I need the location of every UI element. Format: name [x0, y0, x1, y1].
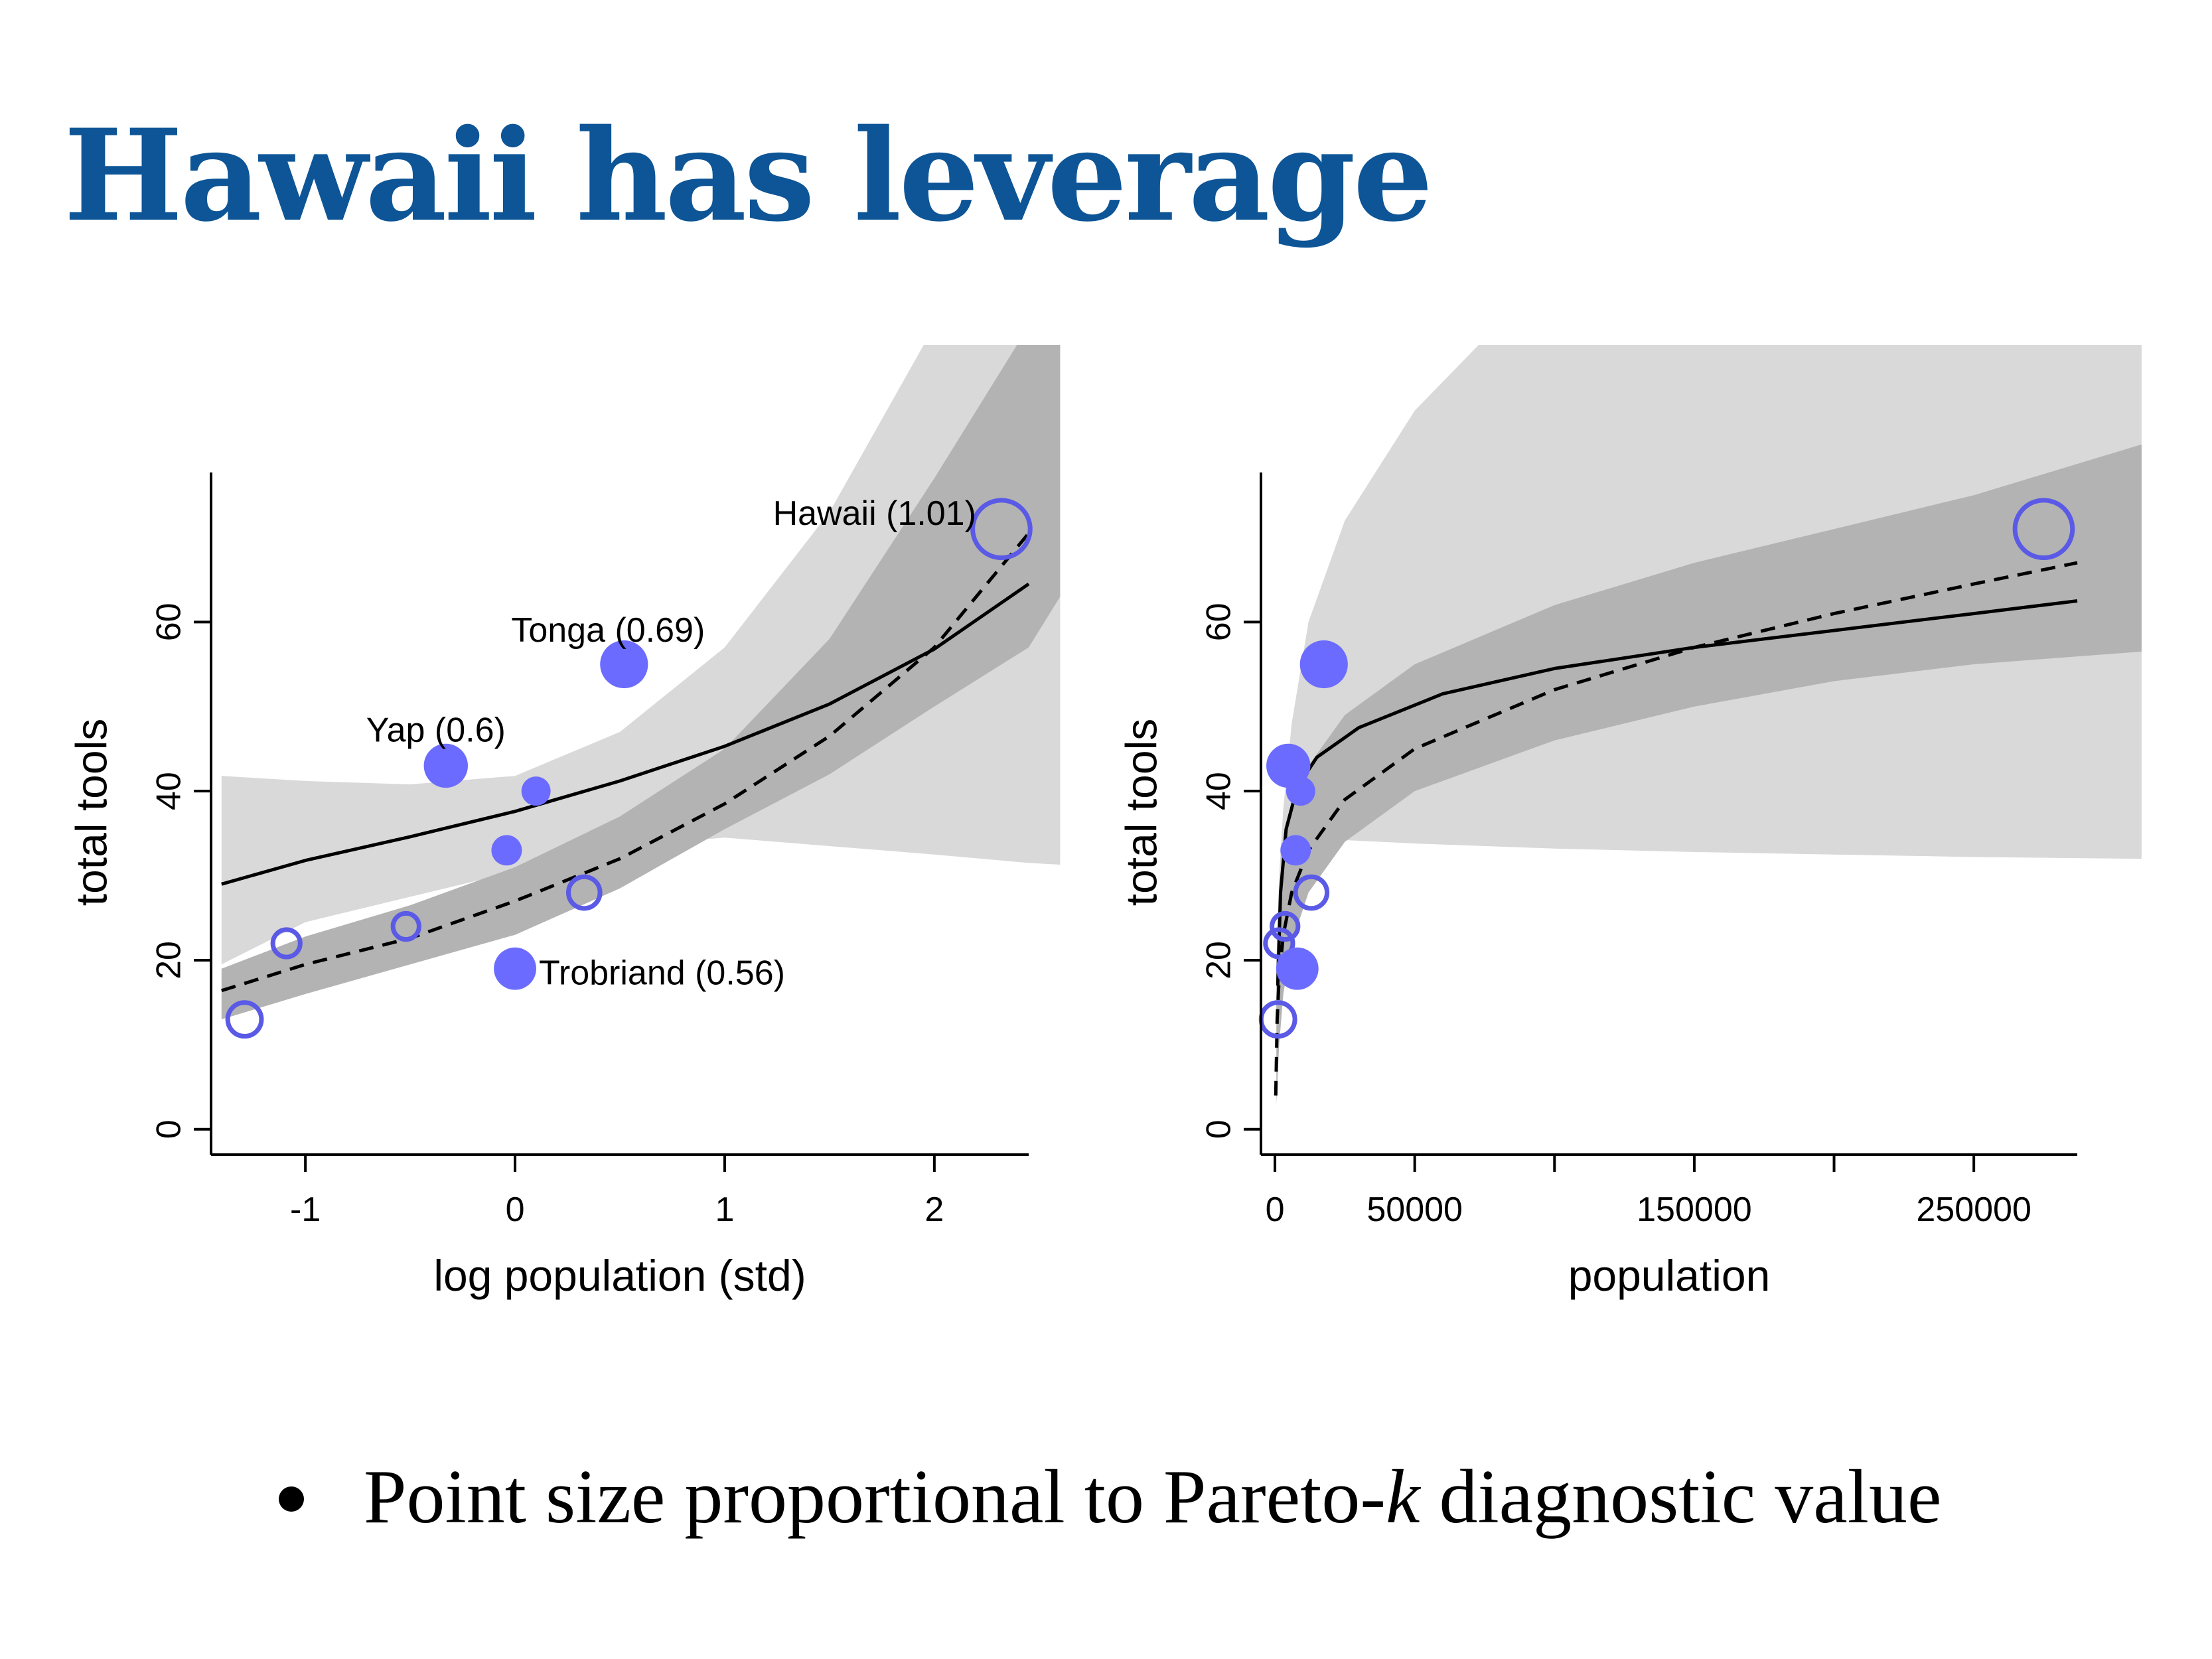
data-point-hollow	[2012, 498, 2075, 561]
x-axis-label: population	[1568, 1251, 1771, 1300]
data-point-hollow	[270, 927, 303, 960]
x-tick-label: 250000	[1916, 1190, 2031, 1229]
x-tick-label: 1	[715, 1190, 734, 1229]
y-tick-label: 40	[150, 772, 188, 810]
data-point	[521, 776, 551, 806]
y-tick-label: 20	[150, 941, 188, 979]
slide-title: Hawaii has leverage	[64, 102, 1433, 250]
data-point-hollow	[1263, 927, 1295, 960]
point-label: Hawaii (1.01)	[773, 494, 976, 533]
x-tick-label: 0	[1266, 1190, 1285, 1229]
plot-area	[221, 345, 1061, 1020]
bullet-point: Point size proportional to Pareto-k diag…	[279, 1453, 1941, 1542]
bullet-text-after: diagnostic value	[1420, 1455, 1942, 1540]
right-chart: 0 50000 150000 250000 0 20 40 60 population total…	[1116, 345, 2142, 1300]
data-point-hollow	[390, 910, 421, 942]
data-point	[494, 947, 536, 990]
data-point-hollow	[225, 1000, 264, 1039]
x-tick-label: 50000	[1366, 1190, 1463, 1229]
plot-area	[1274, 345, 2142, 1104]
y-tick-label: 20	[1200, 941, 1238, 979]
y-axis-label: total tools	[66, 719, 115, 906]
data-point	[1299, 640, 1348, 689]
x-tick-label: 0	[506, 1190, 525, 1229]
point-label: Yap (0.6)	[366, 711, 506, 750]
y-axis-label: total tools	[1116, 719, 1165, 906]
data-point-hollow	[565, 874, 603, 911]
data-point	[1276, 947, 1319, 990]
x-tick-label: -1	[290, 1190, 321, 1229]
data-point	[600, 640, 648, 689]
confidence-band-outer	[221, 345, 1061, 965]
confidence-band-inner	[1276, 444, 2142, 1104]
data-point-hollow	[970, 498, 1033, 561]
data-point	[1286, 776, 1315, 806]
data-point	[423, 743, 469, 788]
y-tick-label: 0	[1200, 1119, 1238, 1139]
y-tick-label: 60	[150, 603, 188, 641]
data-point-hollow	[1270, 910, 1301, 942]
y-tick-label: 60	[1200, 603, 1238, 641]
bullet-dot-icon	[279, 1486, 304, 1512]
y-tick-label: 40	[1200, 772, 1238, 810]
left-chart: Yap (0.6) Trobriand (0.56) Tonga (0.69) Haw…	[66, 345, 1061, 1300]
bullet-text-k: k	[1385, 1455, 1420, 1540]
x-axis-label: log population (std)	[433, 1251, 806, 1300]
y-tick-label: 0	[150, 1119, 188, 1139]
data-point	[491, 835, 522, 866]
fit-curve-dashed	[1274, 561, 2078, 1096]
point-label: Tonga (0.69)	[511, 611, 705, 650]
bullet-text-before: Point size proportional to Pareto-	[364, 1455, 1386, 1540]
data-point-hollow	[1293, 874, 1330, 911]
data-point	[1280, 835, 1311, 866]
x-tick-label: 2	[924, 1190, 944, 1229]
x-tick-label: 150000	[1637, 1190, 1752, 1229]
fit-curve-dashed	[221, 532, 1030, 993]
fit-curve-solid	[221, 582, 1030, 886]
point-label: Trobriand (0.56)	[539, 954, 785, 992]
